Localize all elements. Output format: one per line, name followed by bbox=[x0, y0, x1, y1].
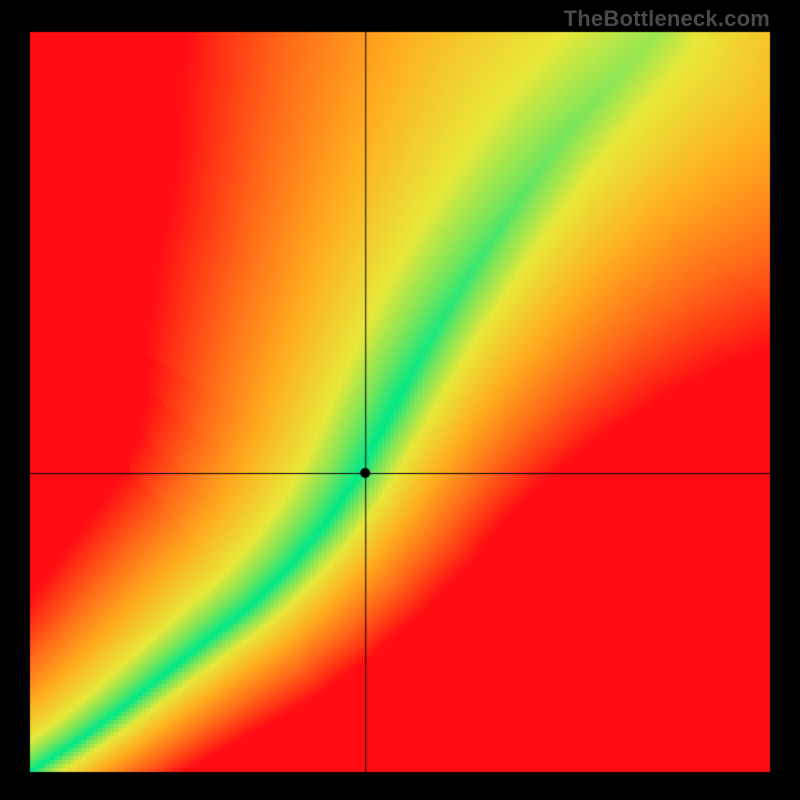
watermark-text: TheBottleneck.com bbox=[564, 6, 770, 32]
bottleneck-heatmap bbox=[0, 0, 800, 800]
chart-container: TheBottleneck.com bbox=[0, 0, 800, 800]
